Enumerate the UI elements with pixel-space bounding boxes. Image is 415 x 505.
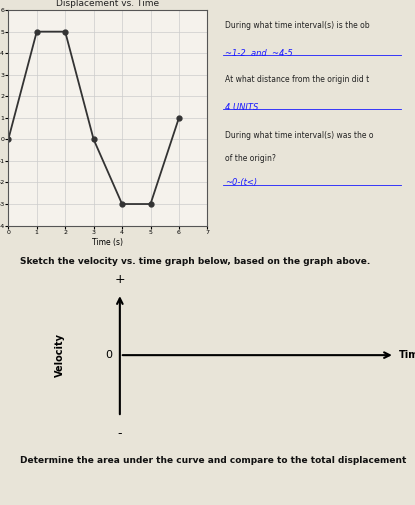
Text: -: - xyxy=(117,427,122,440)
Text: 0: 0 xyxy=(105,350,112,360)
Text: ~1-2  and  ~4-5: ~1-2 and ~4-5 xyxy=(225,49,293,58)
Text: of the origin?: of the origin? xyxy=(225,155,276,164)
Text: +: + xyxy=(115,273,125,286)
Text: Velocity: Velocity xyxy=(55,333,65,377)
Text: Time: Time xyxy=(399,350,415,360)
Text: During what time interval(s) was the o: During what time interval(s) was the o xyxy=(225,131,373,140)
Text: 4 UNITS: 4 UNITS xyxy=(225,103,258,112)
Text: Determine the area under the curve and compare to the total displacement: Determine the area under the curve and c… xyxy=(20,456,407,465)
Title: Displacement vs. Time: Displacement vs. Time xyxy=(56,0,159,8)
Text: At what distance from the origin did t: At what distance from the origin did t xyxy=(225,75,369,84)
Text: During what time interval(s) is the ob: During what time interval(s) is the ob xyxy=(225,21,369,30)
Text: ~0-(t<): ~0-(t<) xyxy=(225,178,257,187)
Text: Sketch the velocity vs. time graph below, based on the graph above.: Sketch the velocity vs. time graph below… xyxy=(20,258,371,266)
X-axis label: Time (s): Time (s) xyxy=(93,237,123,246)
